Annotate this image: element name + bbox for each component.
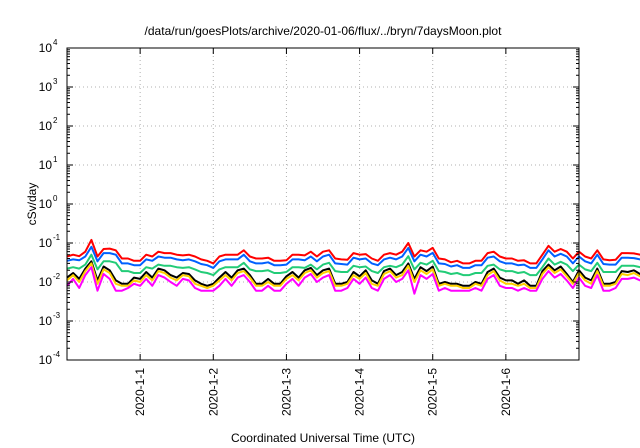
x-axis-label: Coordinated Universal Time (UTC) — [231, 431, 415, 445]
y-tick-exponent: -2 — [53, 272, 61, 281]
y-tick-label: 10 — [39, 158, 53, 172]
y-tick-exponent: 4 — [53, 38, 58, 47]
x-tick-label: 2020-1-5 — [426, 368, 440, 416]
y-tick-exponent: -1 — [53, 233, 61, 242]
y-axis-label: cSv/day — [25, 183, 39, 226]
y-tick-exponent: 3 — [53, 77, 58, 86]
grid-lines — [67, 48, 579, 360]
series-line-5 — [66, 262, 640, 289]
x-tick-label: 2020-1-6 — [499, 368, 513, 416]
y-tick-label: 10 — [39, 80, 53, 94]
y-tick-label: 10 — [39, 314, 53, 328]
y-tick-label: 10 — [39, 119, 53, 133]
series-line-3 — [66, 253, 640, 277]
series-line-1 — [66, 238, 640, 265]
series-line-6 — [66, 266, 640, 295]
y-tick-label: 10 — [39, 41, 53, 55]
y-tick-exponent: 0 — [53, 194, 58, 203]
x-axis-ticks: 2020-1-1 2020-1-2 2020-1-3 2020-1-4 2020-1-5… — [133, 48, 513, 416]
x-tick-label: 2020-1-4 — [353, 368, 367, 416]
chart-title: /data/run/goesPlots/archive/2020-01-06/f… — [145, 24, 503, 38]
y-tick-label: 10 — [39, 236, 53, 250]
y-tick-label: 10 — [39, 275, 53, 289]
y-tick-label: 10 — [39, 197, 53, 211]
y-tick-exponent: 2 — [53, 116, 58, 125]
x-tick-label: 2020-1-3 — [279, 368, 293, 416]
series-layer — [66, 238, 640, 295]
y-tick-label: 10 — [39, 353, 53, 367]
x-tick-label: 2020-1-2 — [206, 368, 220, 416]
series-line-2 — [66, 245, 640, 269]
y-tick-exponent: 1 — [53, 155, 58, 164]
x-tick-label: 2020-1-1 — [133, 368, 147, 416]
y-tick-exponent: -3 — [53, 311, 61, 320]
y-tick-exponent: -4 — [53, 350, 61, 359]
